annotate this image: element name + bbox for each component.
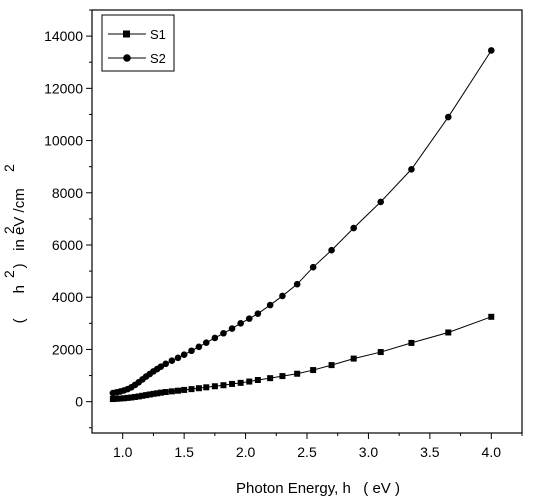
point-s1-17 [181, 386, 188, 393]
point-s1-2 [117, 395, 124, 402]
y-axis-label: ( h ) in eV /cm [11, 188, 28, 323]
point-s1-19 [195, 385, 202, 392]
point-s1-1 [113, 395, 120, 402]
point-s1-26 [254, 376, 261, 383]
x-tick-label-4: 3.0 [359, 444, 379, 460]
point-s1-27 [267, 375, 274, 382]
x-axis-label: Photon Energy, h ( eV ) [236, 480, 400, 497]
point-s1-8 [139, 392, 146, 399]
point-s2-28 [279, 292, 286, 300]
legend-marker-s1 [123, 30, 130, 38]
point-s2-29 [293, 280, 301, 288]
y-tick-label-0: 0 [75, 394, 83, 410]
y-axis-label-group: ( h ) in eV /cm 2 2 2 [1, 164, 28, 352]
y-tick-label-5: 10000 [44, 133, 83, 149]
x-tick-label-2: 2.0 [236, 444, 256, 460]
point-s2-31 [328, 246, 335, 254]
point-s2-18 [188, 347, 195, 355]
point-s1-3 [120, 395, 127, 402]
y-tick-label-7: 14000 [44, 28, 83, 44]
point-s1-24 [237, 379, 244, 386]
point-s2-32 [350, 224, 357, 232]
point-s2-13 [157, 363, 165, 370]
y-tick-label-4: 8000 [52, 185, 83, 201]
point-s2-16 [174, 354, 182, 362]
legend: S1 S2 [101, 14, 175, 72]
point-s2-30 [309, 263, 317, 271]
y-tick-label-3: 6000 [52, 237, 83, 253]
point-s1-32 [350, 355, 357, 362]
svg-text:( h ) in eV /cm: ( h ) in eV /cm [11, 167, 28, 352]
point-s2-27 [266, 301, 274, 309]
point-s1-29 [294, 370, 301, 377]
point-s1-6 [132, 393, 138, 400]
point-s1-9 [143, 392, 150, 399]
point-s2-17 [180, 351, 188, 358]
point-s2-35 [444, 113, 452, 121]
series-layer [109, 47, 495, 403]
point-s2-33 [377, 198, 385, 206]
y-axis-label-superscript-2: 2 [1, 226, 17, 234]
point-s1-31 [328, 362, 335, 369]
point-s1-22 [220, 382, 227, 389]
point-s1-13 [157, 389, 164, 396]
point-s2-14 [162, 360, 170, 368]
x-tick-label-0: 1.0 [113, 444, 133, 460]
tick-marks [86, 9, 523, 439]
point-s1-23 [229, 380, 236, 387]
point-s2-21 [211, 334, 219, 342]
point-s1-4 [124, 394, 131, 401]
point-s1-30 [310, 367, 317, 374]
y-axis-label-superscript-1: 2 [1, 270, 17, 278]
point-s2-24 [237, 320, 244, 327]
point-s1-10 [146, 391, 153, 398]
point-s2-15 [168, 357, 176, 364]
point-s2-26 [254, 310, 262, 317]
point-s1-21 [211, 383, 218, 390]
point-s1-25 [246, 378, 253, 385]
point-s1-36 [488, 313, 495, 320]
point-s1-11 [150, 390, 157, 397]
point-s1-28 [279, 373, 286, 380]
point-s1-20 [203, 384, 210, 391]
x-tick-label-1: 1.5 [174, 444, 194, 460]
legend-label-s1: S1 [150, 27, 166, 42]
legend-marker-s2 [123, 54, 131, 62]
y-axis-label-superscript-3: 2 [1, 164, 17, 172]
series-line-s2 [112, 50, 492, 394]
point-s1-5 [128, 394, 135, 401]
y-tick-label-6: 12000 [44, 80, 83, 96]
x-tick-label-3: 2.5 [297, 444, 317, 460]
tick-labels: 1.0 1.5 2.0 2.5 3.0 3.5 4.0 0 2000 4000 6000 8000 10… [44, 28, 501, 460]
point-s1-7 [135, 393, 142, 400]
x-tick-label-6: 4.0 [482, 444, 502, 460]
point-s2-23 [228, 325, 236, 332]
point-s1-14 [162, 389, 169, 396]
point-s2-19 [195, 343, 203, 351]
series-line-s1 [112, 316, 492, 400]
point-s1-0 [109, 396, 116, 403]
y-tick-label-1: 2000 [52, 341, 83, 357]
point-s1-18 [188, 386, 195, 393]
x-tick-label-5: 3.5 [420, 444, 440, 460]
point-s2-22 [220, 329, 227, 337]
legend-label-s2: S2 [150, 51, 166, 66]
point-s2-36 [487, 47, 495, 54]
point-s2-20 [202, 339, 210, 346]
point-s2-25 [245, 315, 253, 322]
point-s2-34 [408, 165, 415, 173]
point-s1-35 [445, 329, 452, 336]
point-s1-12 [154, 390, 161, 397]
point-s1-16 [175, 387, 181, 394]
point-s1-33 [377, 349, 384, 356]
point-s1-34 [408, 339, 415, 346]
y-tick-label-2: 4000 [52, 289, 83, 305]
legend-box [101, 14, 175, 72]
point-s1-15 [168, 388, 175, 395]
